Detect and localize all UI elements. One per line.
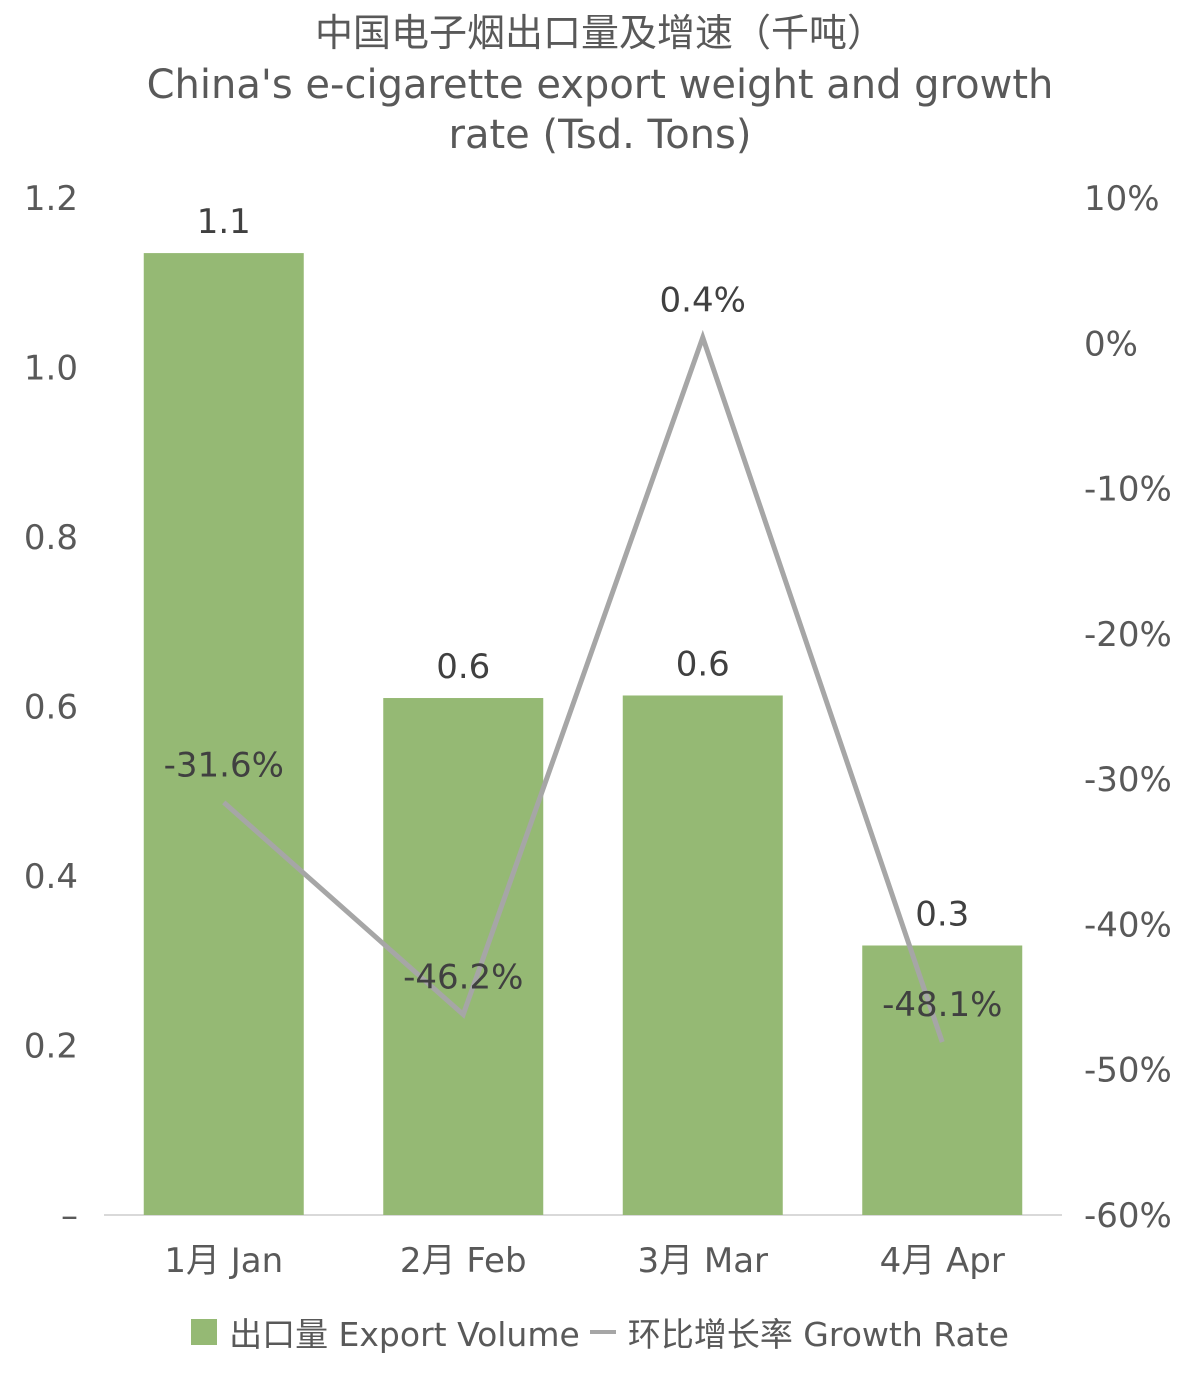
bar-export-volume	[622, 695, 783, 1215]
x-axis-category-label: 1月 Jan	[164, 1241, 283, 1281]
bar-export-volume	[862, 945, 1023, 1215]
growth-rate-data-label: -46.2%	[403, 958, 523, 998]
right-axis-tick-label: -60%	[1084, 1196, 1172, 1236]
x-axis-category-label: 3月 Mar	[637, 1241, 768, 1281]
left-axis-tick-label: –	[61, 1196, 78, 1236]
x-axis-category-label: 4月 Apr	[880, 1241, 1005, 1281]
left-axis-tick-label: 0.6	[24, 688, 78, 728]
left-axis-tick-label: 0.4	[24, 857, 78, 897]
left-axis-tick-label: 0.2	[24, 1027, 78, 1067]
legend: 出口量 Export Volume 环比增长率 Growth Rate	[0, 1308, 1200, 1356]
legend-bar-label: 出口量 Export Volume	[229, 1315, 580, 1354]
chart-title-en-line1: China's e-cigarette export weight and gr…	[146, 62, 1054, 108]
growth-rate-line	[222, 329, 945, 1043]
bar-data-label: 0.6	[436, 647, 490, 687]
right-axis-tick-label: -20%	[1084, 615, 1172, 655]
bar-data-label: 1.1	[197, 202, 251, 242]
chart-title-en-line2: rate (Tsd. Tons)	[448, 112, 752, 158]
right-axis-tick-label: -50%	[1084, 1051, 1172, 1091]
bar-export-volume	[143, 253, 304, 1215]
x-axis-category-label: 2月 Feb	[400, 1241, 527, 1281]
left-axis-tick-label: 0.8	[24, 518, 78, 558]
legend-line-label: 环比增长率 Growth Rate	[627, 1315, 1009, 1354]
right-axis-tick-label: -40%	[1084, 905, 1172, 945]
right-axis-tick-label: -10%	[1084, 470, 1172, 510]
right-axis-tick-label: -30%	[1084, 760, 1172, 800]
bar-data-label: 0.6	[676, 644, 730, 684]
bar-data-label: 0.3	[915, 894, 969, 934]
legend-item-growth-rate: 环比增长率 Growth Rate	[580, 1308, 1009, 1356]
legend-bar-swatch	[191, 1319, 218, 1345]
right-axis-tick-label: 10%	[1084, 179, 1160, 219]
growth-rate-data-label: -31.6%	[164, 745, 284, 785]
growth-rate-data-label: -48.1%	[882, 985, 1002, 1025]
left-axis-tick-label: 1.2	[24, 179, 78, 219]
legend-line-swatch	[589, 1330, 616, 1334]
legend-item-export-volume: 出口量 Export Volume	[191, 1308, 580, 1356]
growth-rate-data-label: 0.4%	[660, 280, 746, 320]
right-axis-tick-label: 0%	[1084, 324, 1138, 364]
left-axis-tick-label: 1.0	[24, 349, 78, 389]
bar-export-volume	[383, 698, 544, 1215]
chart-title-cn: 中国电子烟出口量及增速（千吨）	[314, 11, 885, 55]
